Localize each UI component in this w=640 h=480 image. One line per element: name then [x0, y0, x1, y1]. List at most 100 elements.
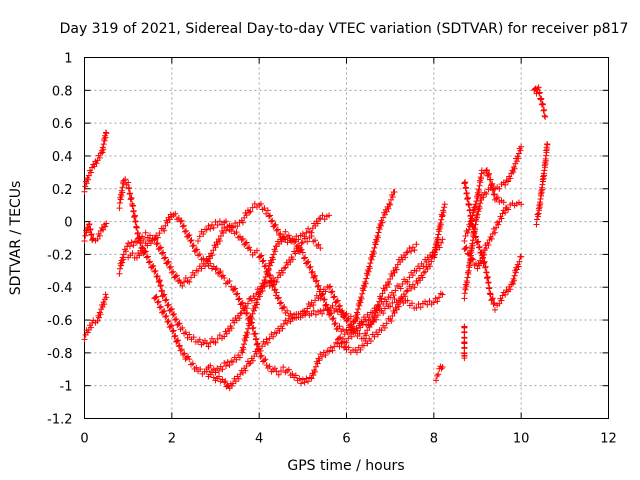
data-point [171, 310, 178, 317]
data-point [284, 319, 291, 326]
data-point [381, 287, 388, 294]
series-sat-p [461, 205, 512, 272]
data-point [119, 259, 126, 266]
data-point [536, 207, 543, 214]
data-point [472, 221, 479, 228]
data-point [116, 265, 123, 272]
y-tick-label: -1.2 [47, 413, 72, 428]
data-point [260, 257, 267, 264]
data-point [306, 264, 313, 271]
data-point [386, 281, 393, 288]
data-point [375, 303, 382, 310]
data-point [298, 380, 305, 387]
data-point [196, 233, 203, 240]
data-point [261, 357, 268, 364]
data-point [491, 190, 498, 197]
data-point [202, 263, 209, 270]
data-point [419, 274, 426, 281]
data-point [209, 252, 216, 259]
data-point [126, 184, 133, 191]
data-point [120, 177, 127, 184]
data-point [510, 169, 517, 176]
data-point [128, 194, 135, 201]
y-axis-title: SDTVAR / TECUs [8, 181, 24, 296]
data-point [136, 234, 143, 241]
series-sat-r [533, 140, 551, 228]
data-point [389, 193, 396, 200]
data-point [541, 172, 548, 179]
data-point [435, 231, 442, 238]
data-point [298, 240, 305, 247]
data-point [357, 346, 364, 353]
data-point [249, 310, 256, 317]
data-point [172, 273, 179, 280]
data-point [409, 300, 415, 307]
data-point [336, 302, 343, 309]
data-point [462, 286, 469, 293]
data-point [247, 247, 254, 254]
marker-layer [81, 84, 551, 392]
data-point [364, 272, 371, 279]
data-point [367, 260, 374, 267]
data-point [212, 369, 219, 376]
data-point [162, 297, 169, 304]
data-point [186, 278, 193, 285]
data-point [266, 335, 273, 342]
data-point [503, 205, 510, 212]
data-point [491, 229, 498, 236]
data-point [426, 298, 433, 305]
x-tick-labels: 0 2 4 6 8 10 12 [80, 432, 616, 447]
data-point [308, 375, 315, 382]
data-point [422, 298, 429, 305]
data-point [512, 269, 519, 276]
y-tick-label: 0.8 [52, 84, 73, 99]
data-point [214, 241, 221, 248]
data-point [323, 301, 330, 308]
data-point [476, 205, 483, 212]
data-point [156, 230, 163, 237]
data-point [233, 229, 240, 236]
data-point [291, 239, 298, 246]
data-point [129, 202, 136, 209]
data-point [168, 322, 175, 329]
data-point [483, 269, 490, 276]
data-point [539, 100, 546, 107]
data-point [540, 107, 547, 114]
data-point [246, 322, 253, 329]
data-point [210, 366, 217, 373]
data-point [479, 254, 486, 261]
data-point [250, 324, 257, 331]
data-point [212, 339, 219, 346]
data-point [336, 335, 343, 342]
data-point [312, 297, 319, 304]
data-point [101, 137, 108, 144]
data-point [217, 268, 224, 275]
data-point [533, 216, 540, 223]
data-point [156, 278, 163, 285]
data-point [363, 332, 370, 339]
data-point [96, 314, 103, 321]
data-point [153, 293, 160, 300]
data-point [325, 306, 332, 313]
data-point [203, 226, 210, 233]
data-point [461, 323, 468, 330]
data-point [284, 307, 291, 314]
data-point [493, 195, 500, 202]
data-point [358, 295, 365, 302]
data-point [181, 350, 188, 357]
data-point [99, 149, 106, 156]
data-point [377, 222, 384, 229]
data-point [360, 287, 367, 294]
data-point [165, 258, 172, 265]
data-point [274, 226, 281, 233]
data-point [317, 286, 324, 293]
data-point [301, 379, 308, 386]
data-point [462, 232, 469, 239]
data-point [518, 253, 525, 260]
data-point [313, 277, 320, 284]
data-point [345, 344, 352, 351]
data-point [535, 213, 542, 220]
data-point [253, 247, 260, 254]
data-point [270, 281, 277, 288]
data-point [262, 273, 269, 280]
